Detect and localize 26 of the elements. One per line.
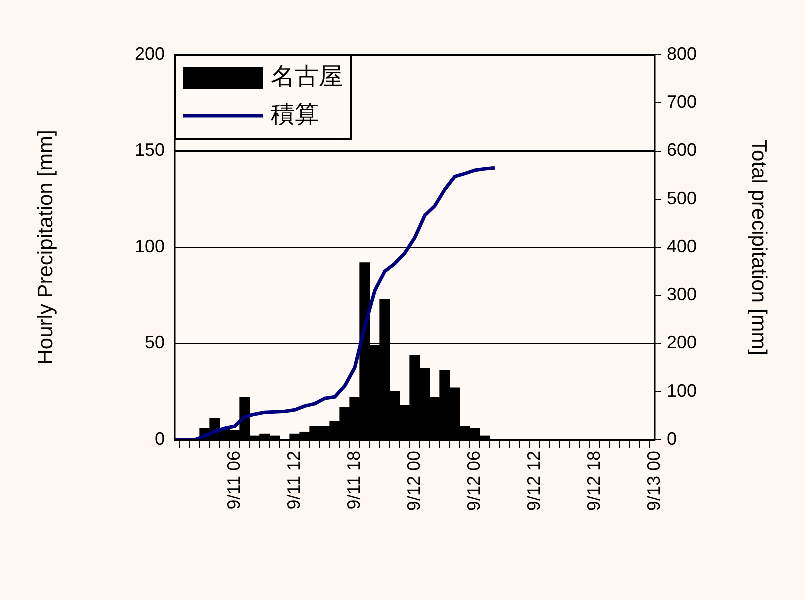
y-tick-label: 0 [154,428,165,449]
x-tick-label: 9/12 00 [404,451,424,512]
x-tick-label: 9/12 12 [524,451,544,512]
x-tick-label: 9/13 00 [644,451,664,512]
x-tick-label: 9/11 06 [224,451,244,510]
y2-tick-label: 100 [667,380,698,401]
y2-axis-title: Total precipitation [mm] [748,140,771,356]
y2-tick-label: 300 [667,284,698,305]
y-tick-label: 150 [134,140,165,160]
x-tick-label: 9/12 18 [584,451,604,512]
legend-label: 積算 [271,102,319,129]
y2-tick-label: 500 [667,188,698,208]
y2-tick-label: 0 [667,428,678,449]
x-tick-label: 9/11 18 [344,451,364,510]
legend-label: 名古屋 [271,64,343,91]
y2-tick-label: 200 [667,332,698,353]
y-tick-label: 50 [144,332,165,353]
y2-tick-label: 400 [667,236,698,256]
y-axis-title: Hourly Precipitation [mm] [34,130,58,365]
x-tick-label: 9/12 06 [464,451,484,512]
x-tick-label: 9/11 12 [284,451,304,510]
y-tick-label: 100 [134,236,165,256]
y-tick-label: 200 [134,44,165,64]
y2-tick-label: 800 [667,44,698,64]
y2-tick-label: 600 [667,140,698,160]
y2-tick-label: 700 [667,92,698,112]
